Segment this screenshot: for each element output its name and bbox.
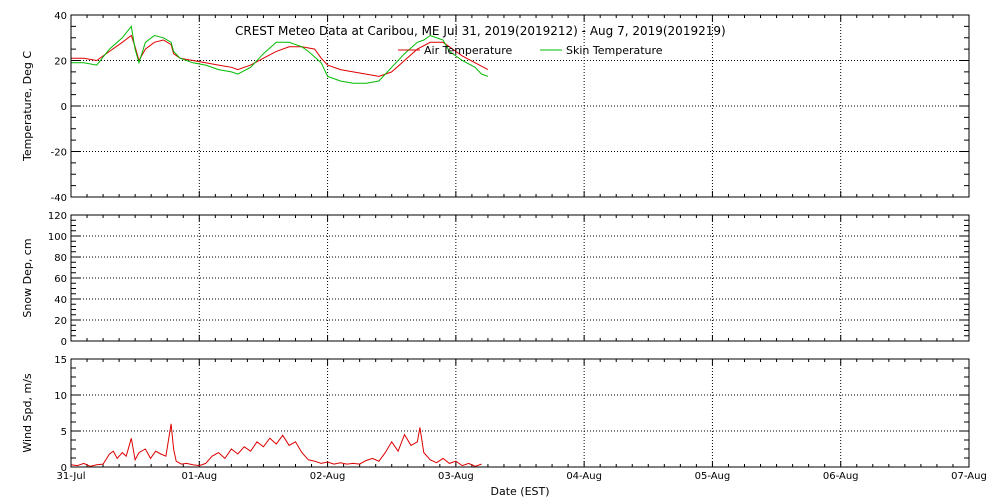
y-axis-title: Wind Spd, m/s (21, 373, 34, 453)
x-axis-title: Date (EST) (490, 485, 549, 498)
x-tick-label: 04-Aug (566, 471, 602, 482)
x-tick-label: 31-Jul (57, 471, 86, 482)
y-axis-title: Snow Dep, cm (21, 238, 34, 317)
y-tick-label: 15 (54, 355, 67, 366)
y-tick-label: 40 (54, 11, 67, 22)
y-tick-label: 0 (61, 337, 67, 348)
x-tick-label: 02-Aug (310, 471, 346, 482)
y-tick-label: 40 (54, 295, 67, 306)
series-line-air-temperature (71, 34, 489, 77)
x-tick-label: 06-Aug (823, 471, 859, 482)
panel-frame (70, 358, 970, 468)
y-axis-title: Temperature, Deg C (21, 51, 34, 162)
series-line-skin-temperature (71, 25, 489, 84)
panel-2: 0 20 40 60 80 100 120 Snow Dep, cm (21, 211, 970, 348)
y-tick-label: -20 (51, 148, 67, 159)
panel-1: -40 -20 0 20 40 Temperature, Deg C Air Tempera… (21, 11, 970, 204)
y-tick-label: 20 (54, 57, 67, 68)
y-tick-label: 20 (54, 316, 67, 327)
y-tick-label: 80 (54, 253, 67, 264)
panel-3: 0 5 10 15 Wind Spd, m/s (21, 355, 970, 474)
chart-title: CREST Meteo Data at Caribou, ME Jul 31, … (235, 24, 726, 38)
panel-frame (70, 14, 970, 198)
y-tick-label: 10 (54, 391, 67, 402)
series-line-wind-speed (70, 423, 482, 467)
y-tick-label: -40 (51, 193, 67, 204)
x-tick-label: 05-Aug (695, 471, 731, 482)
legend-label: Air Temperature (424, 44, 513, 57)
x-tick-label: 03-Aug (438, 471, 474, 482)
x-tick-label: 07-Aug (951, 471, 987, 482)
y-tick-label: 0 (61, 102, 67, 113)
y-tick-label: 120 (48, 211, 67, 222)
y-tick-label: 60 (54, 274, 67, 285)
x-tick-label: 01-Aug (181, 471, 217, 482)
panel-frame (70, 214, 970, 342)
y-tick-label: 100 (48, 232, 67, 243)
y-tick-label: 0 (61, 463, 67, 474)
y-tick-label: 5 (61, 427, 67, 438)
legend-label: Skin Temperature (566, 44, 663, 57)
